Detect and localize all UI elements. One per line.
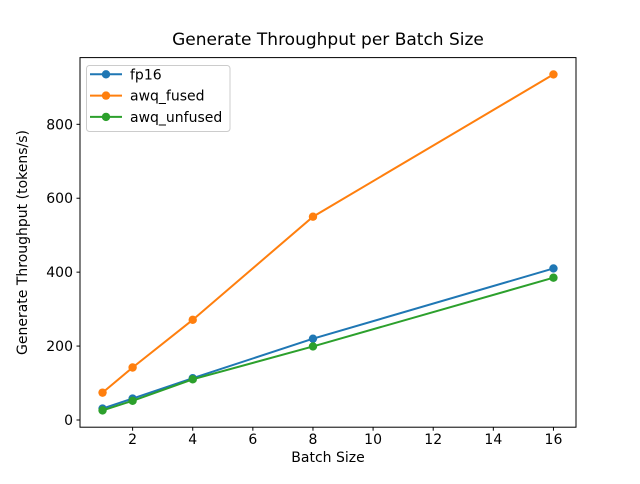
legend-marker	[101, 91, 111, 100]
legend-label: fp16	[130, 67, 162, 83]
data-point-awq_unfused	[128, 396, 137, 405]
y-tick-label: 400	[46, 265, 73, 281]
y-tick-label: 600	[46, 191, 73, 207]
legend-box	[86, 65, 231, 132]
x-tick-label: 12	[424, 432, 442, 448]
y-axis-label: Generate Throughput (tokens/s)	[15, 130, 31, 355]
legend-label: awq_unfused	[130, 110, 222, 126]
x-tick-label: 2	[128, 432, 137, 448]
data-point-awq_unfused	[98, 406, 107, 415]
x-tick-label: 8	[309, 432, 318, 448]
x-tick-label: 10	[364, 432, 382, 448]
data-point-awq_fused	[128, 363, 137, 372]
x-tick-label: 14	[484, 432, 502, 448]
x-axis-label: Batch Size	[291, 450, 364, 466]
series-line-awq_unfused	[102, 276, 554, 412]
legend-marker	[101, 112, 111, 122]
y-axis-ticks: 0 200 400 600 800	[46, 117, 80, 429]
x-axis-ticks: 2 4 6 8 10 12 14 16	[128, 427, 562, 448]
data-point-awq_fused	[188, 315, 197, 325]
chart-title: Generate Throughput per Batch Size	[172, 30, 484, 50]
legend-label: awq_fused	[130, 89, 205, 105]
data-point-awq_fused	[549, 70, 558, 79]
x-tick-label: 4	[188, 432, 197, 448]
plot-series	[98, 70, 558, 415]
x-tick-label: 6	[248, 432, 257, 448]
legend: fp16 awq_fused awq_unfused	[86, 65, 231, 132]
y-tick-label: 200	[46, 339, 73, 355]
data-point-fp16	[308, 334, 318, 343]
y-tick-label: 800	[46, 117, 73, 133]
data-point-awq_unfused	[308, 342, 318, 351]
data-point-awq_unfused	[549, 273, 558, 282]
data-point-awq_fused	[98, 388, 107, 397]
data-point-fp16	[549, 264, 558, 273]
data-point-awq_unfused	[188, 375, 197, 384]
y-tick-label: 0	[64, 413, 73, 429]
legend-marker	[101, 70, 111, 79]
x-tick-label: 16	[545, 432, 563, 448]
data-point-awq_fused	[308, 212, 318, 221]
plot-border	[79, 57, 577, 428]
